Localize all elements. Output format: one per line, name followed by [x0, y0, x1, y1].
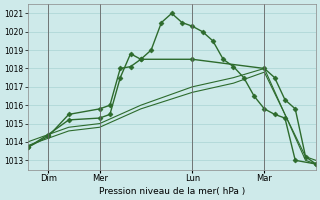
- X-axis label: Pression niveau de la mer( hPa ): Pression niveau de la mer( hPa ): [99, 187, 245, 196]
